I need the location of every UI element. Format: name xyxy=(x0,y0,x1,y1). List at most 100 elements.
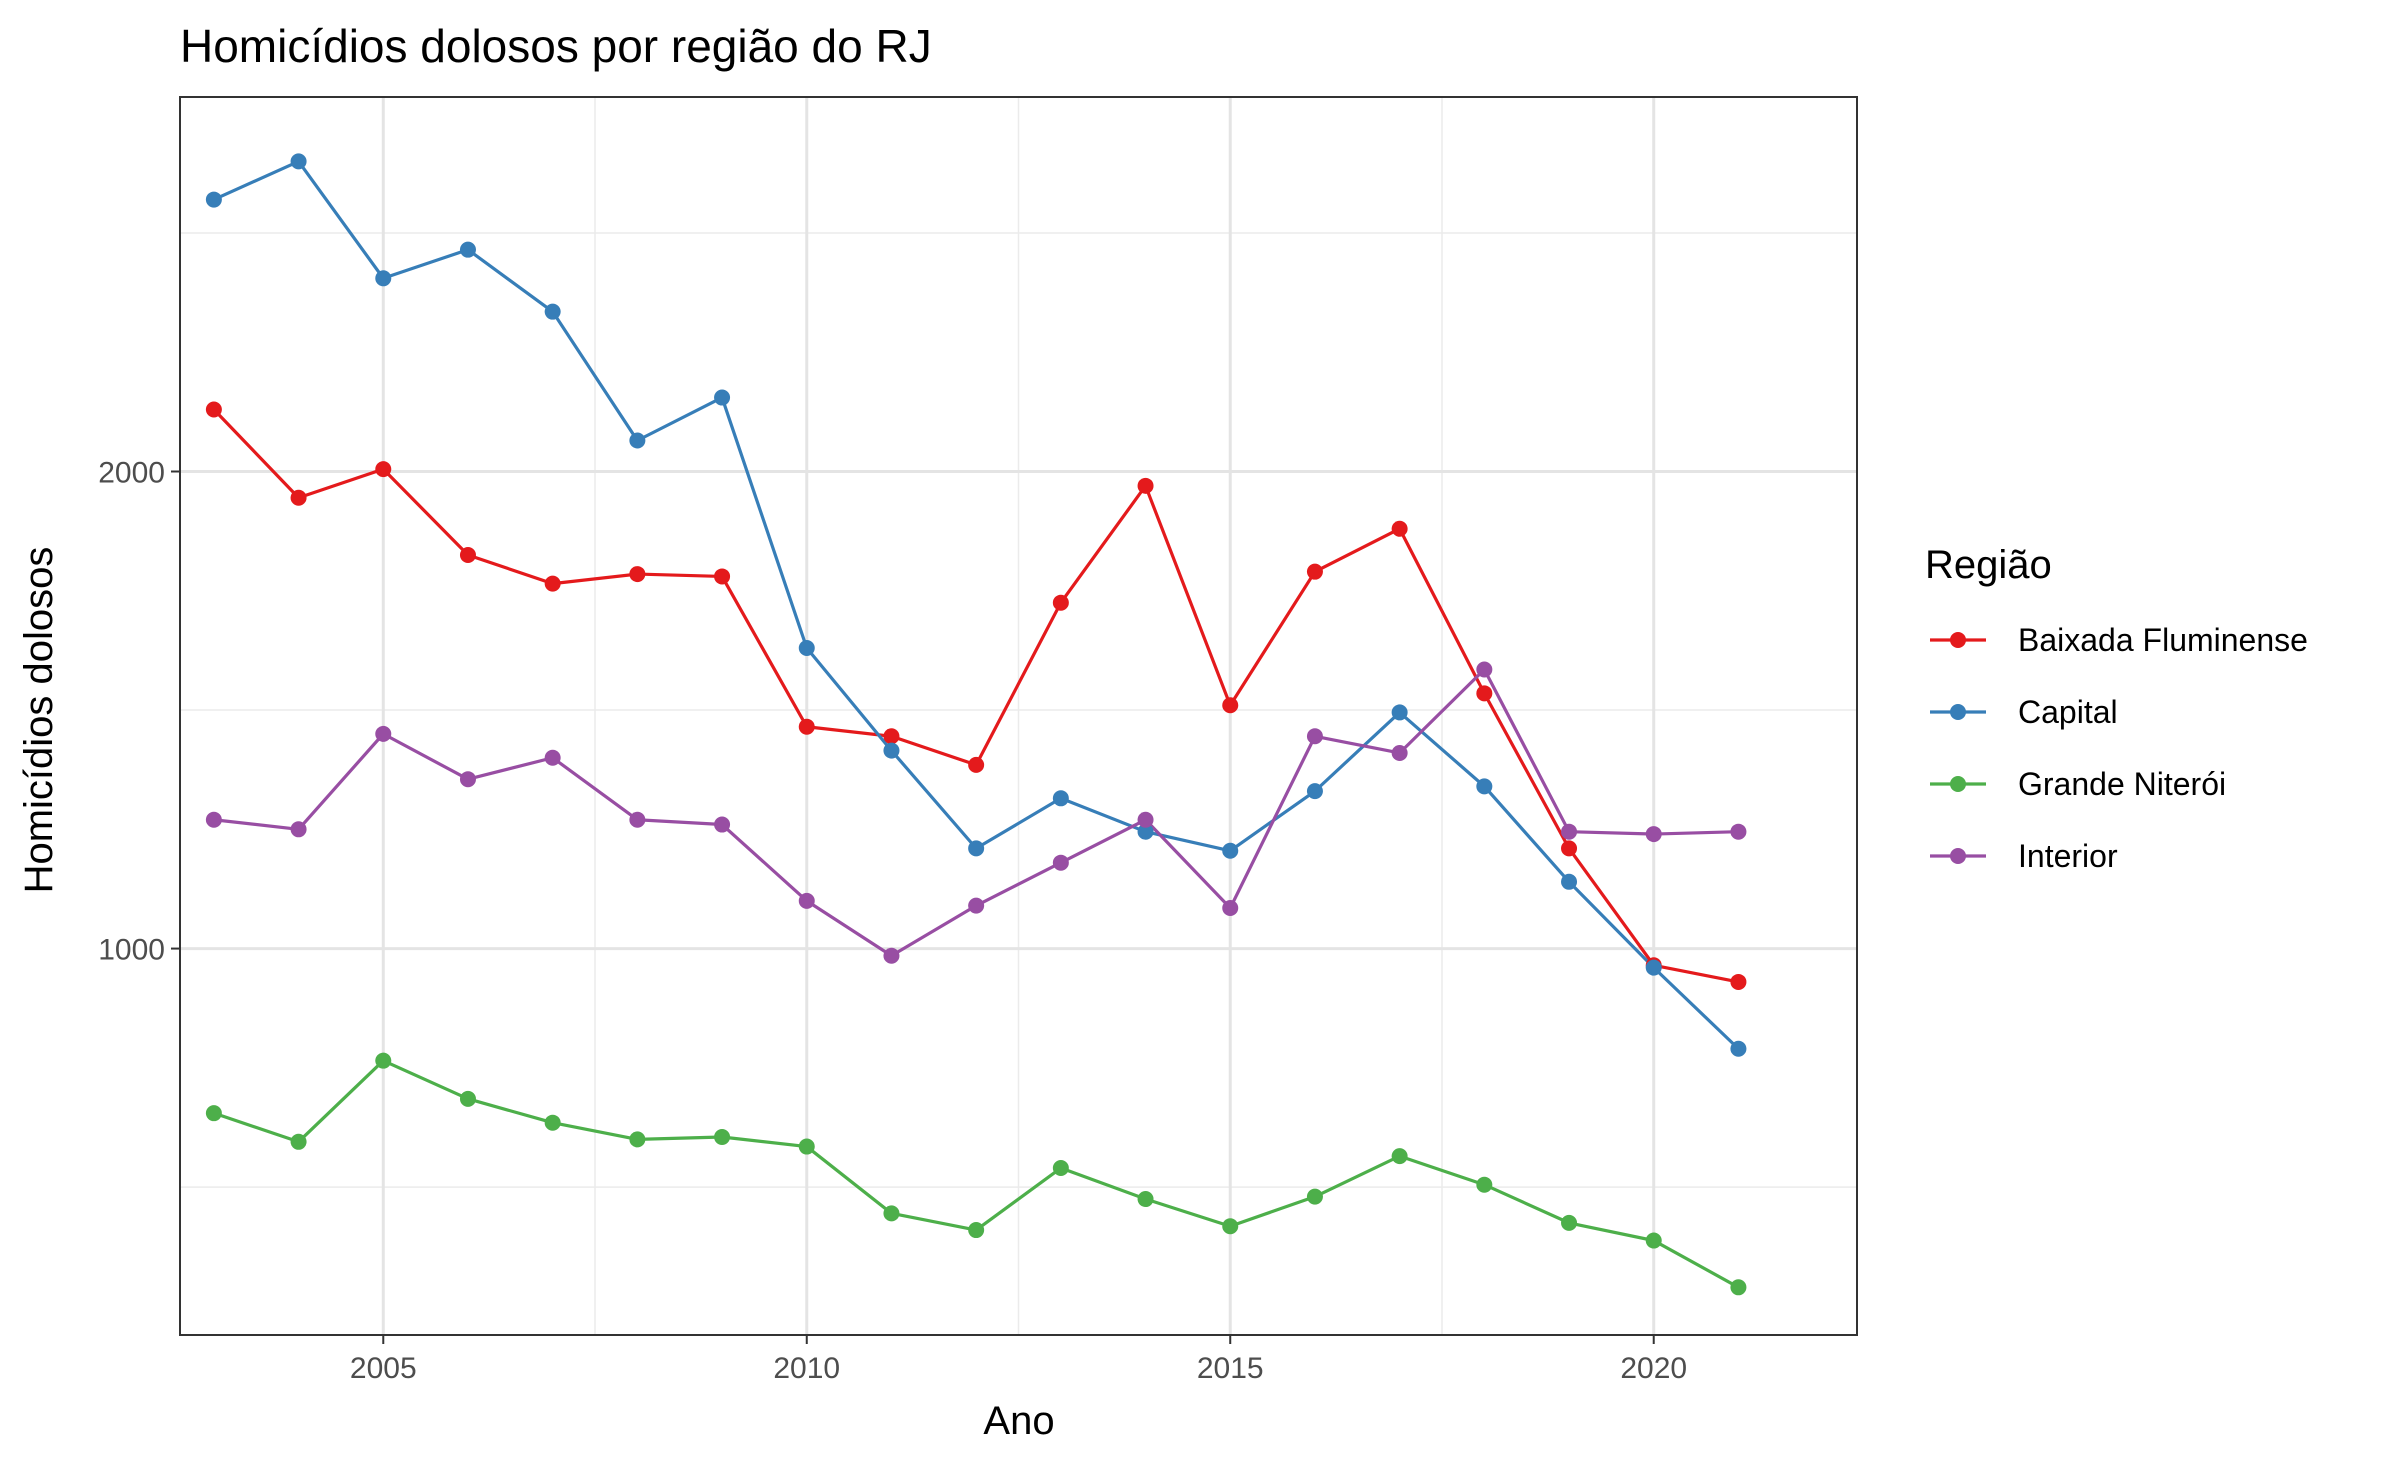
data-point xyxy=(1476,1176,1493,1193)
legend-key-point xyxy=(1950,848,1966,864)
data-point xyxy=(629,1131,646,1148)
data-point xyxy=(1730,823,1747,840)
x-tick-label: 2010 xyxy=(773,1352,840,1385)
data-point xyxy=(629,566,646,583)
x-tick-label: 2015 xyxy=(1197,1352,1264,1385)
data-point xyxy=(883,728,900,745)
data-point xyxy=(883,742,900,759)
data-point xyxy=(1730,1279,1747,1296)
chart-title: Homicídios dolosos por região do RJ xyxy=(180,20,932,72)
legend-label: Capital xyxy=(2018,694,2118,730)
data-point xyxy=(1476,661,1493,678)
data-point xyxy=(459,546,476,563)
legend-key-point xyxy=(1950,776,1966,792)
legend-item: Capital xyxy=(1930,694,2118,730)
legend-key-point xyxy=(1950,704,1966,720)
data-point xyxy=(1730,1040,1747,1057)
data-point xyxy=(714,816,731,833)
x-axis-title: Ano xyxy=(983,1399,1054,1443)
data-point xyxy=(1645,1232,1662,1249)
data-point xyxy=(1645,959,1662,976)
data-point xyxy=(375,461,392,478)
data-point xyxy=(1137,823,1154,840)
data-point xyxy=(290,821,307,838)
data-point xyxy=(1391,1148,1408,1165)
data-point xyxy=(714,389,731,406)
data-point xyxy=(1137,811,1154,828)
data-point xyxy=(290,1133,307,1150)
data-point xyxy=(1391,520,1408,537)
plot-area xyxy=(179,96,1858,1336)
data-point xyxy=(1730,973,1747,990)
data-point xyxy=(1052,594,1069,611)
y-tick-label: 1000 xyxy=(98,934,165,967)
data-point xyxy=(629,432,646,449)
y-axis: 1000 2000 xyxy=(98,457,180,967)
data-point xyxy=(1561,823,1578,840)
y-tick-label: 2000 xyxy=(98,457,165,490)
data-point xyxy=(1645,826,1662,843)
legend-key-point xyxy=(1950,632,1966,648)
data-point xyxy=(1306,728,1323,745)
data-point xyxy=(1052,1160,1069,1177)
legend-item: Baixada Fluminense xyxy=(1930,622,2308,658)
data-point xyxy=(798,718,815,735)
data-point xyxy=(1561,1214,1578,1231)
data-point xyxy=(1137,1191,1154,1208)
data-point xyxy=(1052,790,1069,807)
data-point xyxy=(205,1105,222,1122)
data-point xyxy=(544,749,561,766)
data-point xyxy=(459,771,476,788)
x-tick-label: 2020 xyxy=(1620,1352,1687,1385)
data-point xyxy=(459,1090,476,1107)
data-point xyxy=(968,756,985,773)
data-point xyxy=(883,1205,900,1222)
data-point xyxy=(290,153,307,170)
legend-label: Interior xyxy=(2018,838,2118,874)
data-point xyxy=(968,840,985,857)
data-point xyxy=(1222,1218,1239,1235)
legend-item: Interior xyxy=(1930,838,2118,874)
minor-gridlines xyxy=(180,97,1857,1335)
series-points xyxy=(205,153,1747,1296)
data-point xyxy=(1306,783,1323,800)
x-axis: 2005 2010 2015 2020 xyxy=(350,1335,1687,1385)
legend-item: Grande Niterói xyxy=(1930,766,2226,802)
data-point xyxy=(1052,854,1069,871)
data-point xyxy=(375,270,392,287)
data-point xyxy=(1391,744,1408,761)
data-point xyxy=(375,1052,392,1069)
data-point xyxy=(798,1138,815,1155)
legend-title: Região xyxy=(1925,543,2052,587)
data-point xyxy=(1222,697,1239,714)
data-point xyxy=(798,640,815,657)
data-point xyxy=(1476,778,1493,795)
data-point xyxy=(1222,900,1239,917)
data-point xyxy=(1561,840,1578,857)
data-point xyxy=(375,725,392,742)
data-point xyxy=(290,489,307,506)
x-tick-label: 2005 xyxy=(350,1352,417,1385)
data-point xyxy=(1137,477,1154,494)
data-point xyxy=(629,811,646,828)
data-point xyxy=(205,191,222,208)
data-point xyxy=(968,897,985,914)
data-point xyxy=(1306,563,1323,580)
data-point xyxy=(798,892,815,909)
data-point xyxy=(968,1222,985,1239)
major-gridlines xyxy=(180,97,1857,1335)
data-point xyxy=(1391,704,1408,721)
plot-border xyxy=(179,96,1858,1336)
legend-label: Baixada Fluminense xyxy=(2018,622,2308,658)
data-point xyxy=(1222,842,1239,859)
data-point xyxy=(205,811,222,828)
data-point xyxy=(544,303,561,320)
data-point xyxy=(1476,685,1493,702)
data-point xyxy=(714,1129,731,1146)
legend: Região Baixada Fluminense Capital Grande N… xyxy=(1925,543,2308,874)
data-point xyxy=(544,1114,561,1131)
data-point xyxy=(883,947,900,964)
data-point xyxy=(1306,1188,1323,1205)
y-axis-title: Homicídios dolosos xyxy=(17,547,61,894)
